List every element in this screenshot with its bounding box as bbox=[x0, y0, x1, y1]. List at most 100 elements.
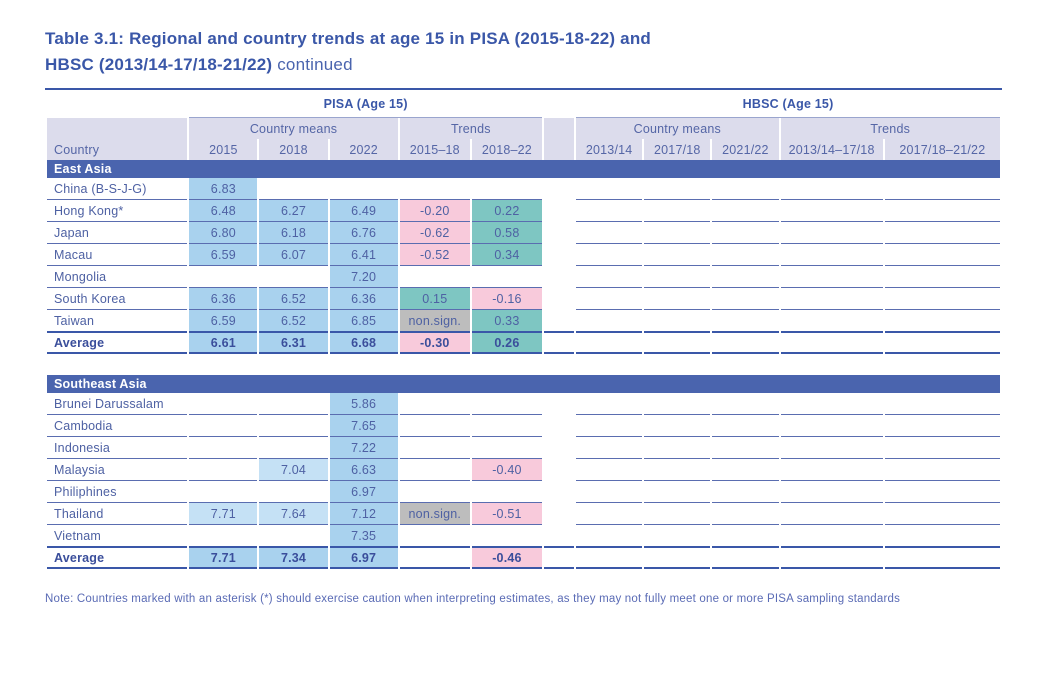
hbsc-empty-cell bbox=[780, 178, 883, 200]
hbsc-average-cell bbox=[780, 331, 883, 354]
col-header-2015: 2015 bbox=[189, 139, 258, 160]
pisa-value-cell: 7.04 bbox=[259, 459, 328, 481]
hbsc-empty-cell bbox=[644, 481, 711, 503]
hbsc-average-cell bbox=[644, 331, 711, 354]
pisa-value-cell bbox=[400, 525, 470, 546]
hbsc-empty-cell bbox=[712, 266, 779, 288]
table-row: Mongolia 7.20 bbox=[47, 266, 1000, 288]
country-cell: Hong Kong* bbox=[47, 200, 188, 222]
hbsc-empty-cell bbox=[781, 310, 883, 331]
country-cell: Thailand bbox=[47, 503, 188, 525]
pisa-value-cell bbox=[259, 266, 328, 288]
pisa-value-cell bbox=[399, 178, 470, 200]
hbsc-empty-cell bbox=[576, 266, 643, 288]
hbsc-empty-cell bbox=[644, 222, 711, 244]
hbsc-empty-cell bbox=[712, 481, 779, 503]
table-row: Taiwan 6.59 6.52 6.85 non.sign. 0.33 bbox=[47, 310, 1000, 331]
pisa-value-cell: 6.27 bbox=[259, 200, 328, 222]
pisa-value-cell: 7.65 bbox=[329, 415, 398, 437]
pisa-value-cell: 7.22 bbox=[329, 437, 398, 459]
pisa-value-cell: non.sign. bbox=[399, 503, 470, 525]
pisa-average-cell: 0.26 bbox=[471, 331, 543, 354]
hbsc-empty-cell bbox=[644, 393, 711, 415]
pisa-value-cell bbox=[329, 178, 398, 200]
pisa-value-cell bbox=[472, 525, 542, 546]
pisa-value-cell: -0.62 bbox=[399, 222, 470, 244]
pisa-trends-header: Trends bbox=[399, 118, 543, 139]
pisa-average-cell: 7.71 bbox=[189, 546, 258, 569]
hbsc-empty-cell bbox=[576, 459, 643, 481]
hbsc-empty-cell bbox=[576, 481, 643, 503]
hbsc-empty-cell bbox=[644, 503, 711, 525]
pisa-value-cell: 6.36 bbox=[189, 288, 258, 310]
band-gap bbox=[544, 118, 575, 139]
hbsc-empty-cell bbox=[712, 244, 779, 266]
col-header-2015-18: 2015–18 bbox=[399, 139, 470, 160]
gap-cell bbox=[544, 503, 574, 525]
pisa-value-cell: 7.12 bbox=[329, 503, 398, 525]
hbsc-empty-cell bbox=[884, 415, 1000, 437]
hbsc-empty-cell bbox=[644, 200, 711, 222]
hbsc-empty-cell bbox=[884, 178, 1000, 200]
pisa-value-cell: 7.64 bbox=[259, 503, 328, 525]
gap-cell bbox=[544, 459, 574, 481]
pisa-value-cell: 6.41 bbox=[329, 244, 398, 266]
hbsc-empty-cell bbox=[780, 288, 883, 310]
section-title: Southeast Asia bbox=[47, 375, 1000, 393]
hbsc-empty-cell bbox=[576, 525, 642, 546]
gap-cell bbox=[544, 546, 575, 569]
hbsc-empty-cell bbox=[884, 266, 1000, 288]
table-row: Vietnam 7.35 bbox=[47, 525, 1000, 546]
gap-cell bbox=[544, 415, 574, 437]
country-cell: Macau bbox=[47, 244, 188, 266]
table-row: South Korea 6.36 6.52 6.36 0.15 -0.16 bbox=[47, 288, 1000, 310]
group-header-row: PISA (Age 15) HBSC (Age 15) bbox=[47, 90, 1000, 118]
pisa-value-cell: 6.49 bbox=[329, 200, 398, 222]
pisa-value-cell: 6.59 bbox=[189, 244, 258, 266]
hbsc-empty-cell bbox=[712, 525, 778, 546]
pisa-value-cell: 6.76 bbox=[329, 222, 398, 244]
pisa-value-cell bbox=[471, 178, 543, 200]
col-header-2021-22: 2021/22 bbox=[712, 139, 779, 160]
pisa-value-cell: 0.34 bbox=[471, 244, 543, 266]
country-cell: Indonesia bbox=[47, 437, 188, 459]
table-row: Indonesia 7.22 bbox=[47, 437, 1000, 459]
hbsc-empty-cell bbox=[885, 525, 1000, 546]
gap-cell bbox=[544, 525, 574, 546]
hbsc-empty-cell bbox=[780, 393, 883, 415]
pisa-value-cell bbox=[471, 266, 543, 288]
average-label: Average bbox=[47, 546, 188, 569]
title-line2-bold: HBSC (2013/14-17/18-21/22) bbox=[45, 55, 273, 74]
hbsc-empty-cell bbox=[644, 525, 710, 546]
pisa-value-cell bbox=[399, 459, 470, 481]
col-header-2013-14: 2013/14 bbox=[576, 139, 643, 160]
hbsc-average-cell bbox=[712, 546, 779, 569]
hbsc-empty-cell bbox=[780, 266, 883, 288]
hbsc-empty-cell bbox=[884, 288, 1000, 310]
pisa-value-cell: 6.63 bbox=[329, 459, 398, 481]
gap-cell bbox=[544, 266, 574, 288]
hbsc-average-cell bbox=[644, 546, 711, 569]
hbsc-empty-cell bbox=[712, 200, 779, 222]
pisa-value-cell bbox=[399, 481, 470, 503]
pisa-average-cell: 6.31 bbox=[259, 331, 328, 354]
pisa-value-cell: 5.86 bbox=[329, 393, 398, 415]
pisa-average-cell: -0.30 bbox=[399, 331, 470, 354]
section-header-row: East Asia bbox=[47, 160, 1000, 178]
gap-cell bbox=[544, 244, 574, 266]
hbsc-empty-cell bbox=[576, 200, 643, 222]
hbsc-empty-cell bbox=[780, 459, 883, 481]
pisa-value-cell: 7.20 bbox=[329, 266, 398, 288]
pisa-value-cell: 6.48 bbox=[189, 200, 258, 222]
table-row: Brunei Darussalam 5.86 bbox=[47, 393, 1000, 415]
hbsc-empty-cell bbox=[780, 437, 883, 459]
hbsc-average-cell bbox=[884, 546, 1000, 569]
gap-cell bbox=[544, 178, 574, 200]
hbsc-empty-cell bbox=[576, 222, 643, 244]
hbsc-empty-cell bbox=[712, 310, 778, 331]
hbsc-average-cell bbox=[712, 331, 779, 354]
pisa-value-cell: 0.58 bbox=[471, 222, 543, 244]
section-header-row: Southeast Asia bbox=[47, 375, 1000, 393]
pisa-country-means-header: Country means bbox=[189, 118, 398, 139]
hbsc-empty-cell bbox=[712, 222, 779, 244]
